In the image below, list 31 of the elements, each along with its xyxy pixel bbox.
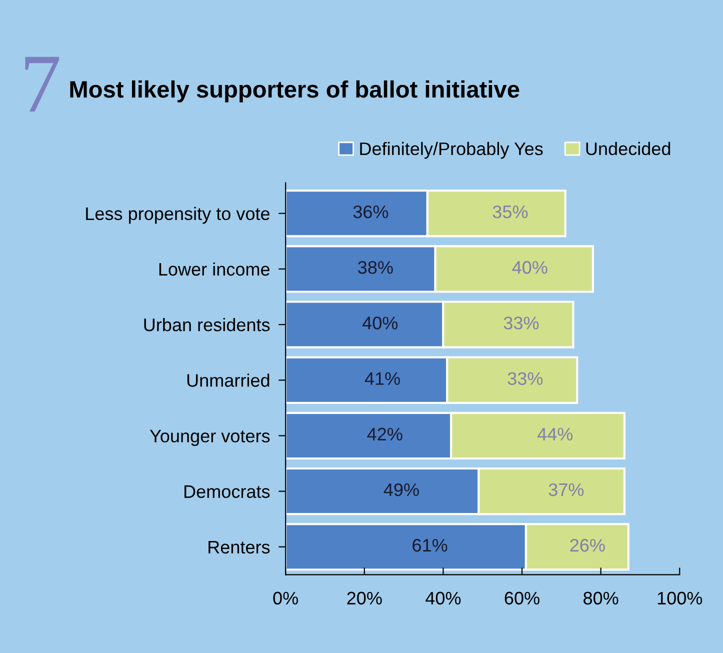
y-tick-label: Renters <box>208 540 270 554</box>
data-label: 61% <box>412 538 448 552</box>
x-tick-label: 0% <box>273 592 298 605</box>
data-label: 36% <box>353 205 388 218</box>
y-tick-label: Urban residents <box>144 318 270 332</box>
y-tick-label: Younger voters <box>150 430 270 446</box>
data-label: 41% <box>364 372 400 385</box>
x-tick-label: 40% <box>426 592 461 605</box>
x-tick-label: 60% <box>504 592 540 605</box>
x-tick-label: 80% <box>584 592 618 605</box>
data-label: 44% <box>537 428 573 440</box>
y-tick-label: Unmarried <box>187 374 270 387</box>
data-label: 33% <box>508 372 543 385</box>
data-label: 38% <box>358 261 393 274</box>
y-tick-label: Less propensity to vote <box>86 206 270 224</box>
x-tick-label: 100% <box>658 592 702 605</box>
legend-label: Definitely/Probably Yes <box>360 142 543 159</box>
text: 7 <box>25 56 60 112</box>
y-tick-label: Democrats <box>184 485 270 498</box>
data-label: 42% <box>367 428 402 440</box>
data-label: 49% <box>384 483 419 496</box>
data-label: 37% <box>548 483 584 496</box>
x-tick-label: 20% <box>347 592 382 605</box>
y-tick-label: Lower income <box>159 262 270 276</box>
data-label: 33% <box>504 316 539 330</box>
data-label: 40% <box>362 316 398 330</box>
legend-label: Undecided <box>586 142 670 156</box>
data-label: 35% <box>492 205 528 218</box>
data-label: 26% <box>570 538 605 552</box>
chart-title: Most likely supporters of ballot initiative <box>70 80 520 102</box>
data-label: 40% <box>512 261 548 274</box>
